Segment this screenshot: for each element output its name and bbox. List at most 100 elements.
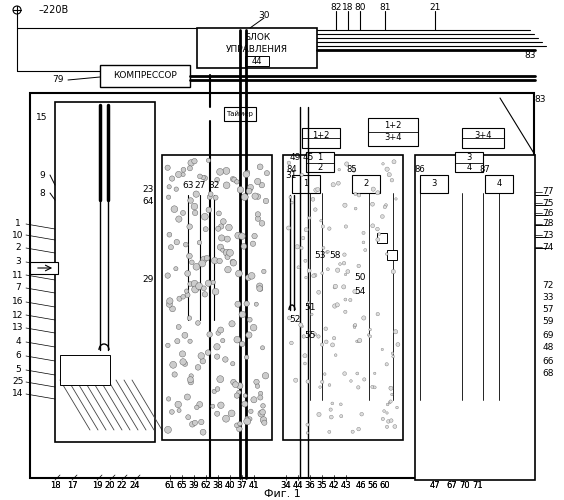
- Bar: [100, 65, 190, 87]
- Circle shape: [179, 351, 186, 357]
- Text: 18: 18: [342, 4, 354, 13]
- Circle shape: [336, 268, 340, 272]
- Circle shape: [352, 168, 356, 172]
- Text: Таймер: Таймер: [227, 111, 253, 117]
- Circle shape: [297, 266, 300, 269]
- Circle shape: [217, 211, 222, 216]
- Circle shape: [344, 225, 347, 228]
- Circle shape: [354, 326, 356, 328]
- Circle shape: [303, 354, 307, 358]
- Circle shape: [215, 226, 221, 232]
- Text: 20: 20: [105, 480, 115, 490]
- Circle shape: [232, 177, 237, 182]
- Circle shape: [335, 303, 340, 307]
- Circle shape: [255, 384, 259, 388]
- Text: 56: 56: [368, 480, 378, 490]
- Circle shape: [184, 289, 189, 293]
- Circle shape: [258, 391, 263, 396]
- Circle shape: [248, 184, 253, 190]
- Circle shape: [193, 264, 200, 270]
- Text: 56: 56: [368, 480, 378, 490]
- Circle shape: [212, 258, 218, 264]
- Circle shape: [308, 216, 311, 220]
- Circle shape: [249, 409, 253, 414]
- Text: 21: 21: [429, 4, 440, 13]
- Text: 19: 19: [92, 480, 102, 490]
- Circle shape: [216, 330, 221, 336]
- Circle shape: [177, 408, 181, 412]
- Circle shape: [195, 405, 199, 409]
- Circle shape: [287, 226, 290, 230]
- Circle shape: [217, 244, 223, 250]
- Circle shape: [259, 182, 265, 188]
- Circle shape: [169, 176, 175, 181]
- Circle shape: [328, 227, 331, 230]
- Circle shape: [175, 401, 182, 408]
- Circle shape: [197, 402, 202, 407]
- Text: 54: 54: [354, 288, 365, 296]
- Circle shape: [333, 304, 337, 308]
- Circle shape: [322, 246, 325, 250]
- Circle shape: [356, 340, 358, 342]
- Text: 36: 36: [305, 480, 315, 490]
- Circle shape: [205, 350, 211, 356]
- Text: 41: 41: [249, 480, 259, 490]
- Circle shape: [364, 248, 367, 252]
- Circle shape: [381, 348, 384, 350]
- Circle shape: [166, 396, 171, 401]
- Text: 1: 1: [318, 154, 323, 162]
- Circle shape: [289, 196, 292, 198]
- Text: 20: 20: [105, 480, 115, 490]
- Text: 24: 24: [130, 480, 140, 490]
- Circle shape: [362, 241, 365, 244]
- Text: 55: 55: [304, 330, 316, 340]
- Circle shape: [258, 410, 265, 417]
- Text: 22: 22: [117, 480, 127, 490]
- Text: 61: 61: [165, 480, 175, 490]
- Circle shape: [358, 340, 360, 342]
- Circle shape: [182, 332, 188, 338]
- Text: 34: 34: [281, 480, 292, 490]
- Text: 68: 68: [542, 370, 554, 378]
- Text: 27: 27: [195, 180, 206, 190]
- Circle shape: [165, 165, 170, 170]
- Circle shape: [334, 354, 337, 356]
- Text: 17: 17: [67, 480, 77, 490]
- Circle shape: [241, 244, 246, 249]
- Text: 59: 59: [542, 318, 554, 326]
- Text: 82: 82: [331, 4, 342, 13]
- Circle shape: [188, 380, 193, 385]
- Circle shape: [328, 430, 331, 434]
- Circle shape: [172, 372, 177, 377]
- Text: 37: 37: [237, 480, 248, 490]
- Circle shape: [332, 336, 336, 340]
- Circle shape: [174, 240, 179, 245]
- Text: 62: 62: [201, 480, 212, 490]
- Text: 12: 12: [12, 310, 24, 320]
- Text: 6: 6: [15, 352, 21, 360]
- Circle shape: [176, 324, 181, 330]
- Circle shape: [198, 352, 205, 359]
- Bar: [224, 107, 256, 121]
- Circle shape: [221, 218, 226, 224]
- Circle shape: [226, 224, 232, 231]
- Text: 46: 46: [356, 480, 366, 490]
- Circle shape: [389, 400, 392, 403]
- Circle shape: [217, 258, 222, 264]
- Circle shape: [184, 394, 191, 400]
- Circle shape: [299, 323, 303, 327]
- Circle shape: [244, 418, 251, 425]
- Circle shape: [383, 410, 385, 412]
- Circle shape: [378, 232, 381, 235]
- Circle shape: [192, 158, 197, 164]
- Text: 52: 52: [289, 316, 301, 324]
- Text: 58: 58: [329, 250, 341, 260]
- Text: 47: 47: [430, 480, 440, 490]
- Circle shape: [177, 296, 182, 301]
- Circle shape: [174, 187, 178, 192]
- Circle shape: [288, 316, 292, 320]
- Circle shape: [223, 249, 230, 256]
- Text: 44: 44: [252, 56, 262, 66]
- Circle shape: [255, 212, 261, 217]
- Text: 31: 31: [285, 170, 297, 179]
